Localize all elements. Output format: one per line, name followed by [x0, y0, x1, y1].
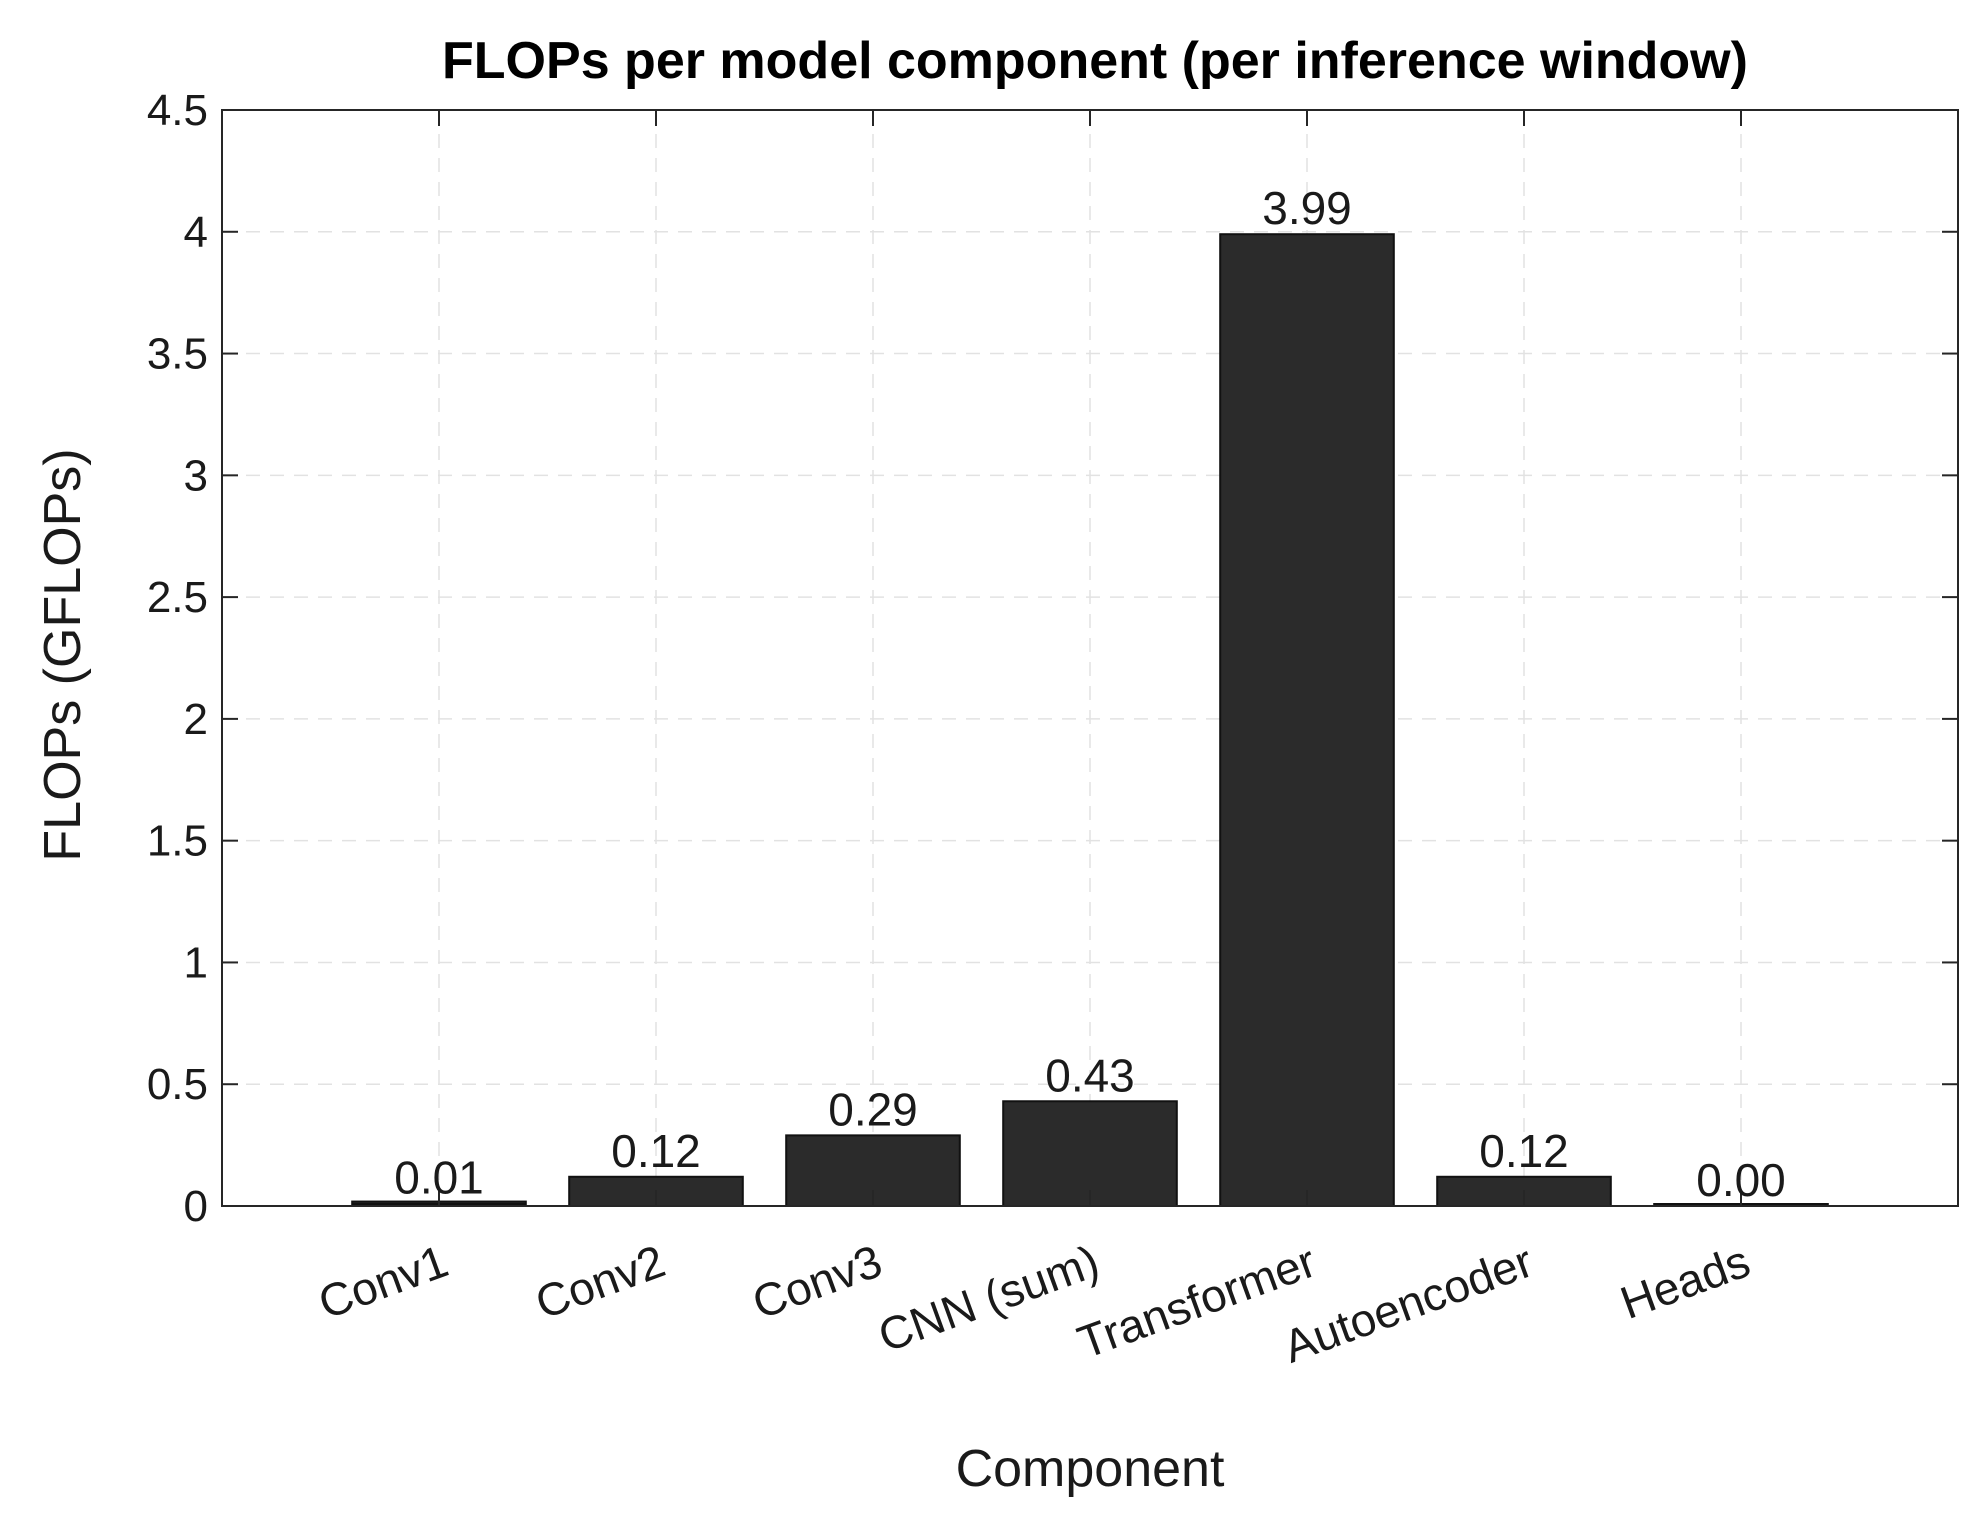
bar-cnn-sum — [1002, 1100, 1178, 1208]
grid — [222, 110, 1958, 1206]
y-tick-label: 3.5 — [147, 330, 208, 379]
y-tick-label: 2.5 — [147, 573, 208, 622]
y-tick-label: 3 — [184, 451, 208, 500]
y-axis-label: FLOPs (GFLOPs) — [34, 448, 92, 861]
y-tick-label: 4 — [184, 208, 208, 257]
y-tick-label: 1.5 — [147, 817, 208, 866]
data-label: 0.01 — [394, 1152, 484, 1204]
y-tick-labels: 0 0.5 1 1.5 2 2.5 3 3.5 4 4.5 — [147, 86, 208, 1231]
data-label: 0.12 — [611, 1125, 701, 1177]
chart-title: FLOPs per model component (per inference… — [442, 32, 1748, 90]
data-label: 0.43 — [1045, 1049, 1135, 1101]
y-tick-label: 1 — [184, 938, 208, 987]
x-tick-label: Conv3 — [746, 1235, 889, 1329]
y-tick-label: 4.5 — [147, 86, 208, 135]
x-tick-label: Heads — [1614, 1235, 1757, 1329]
y-tick-label: 2 — [184, 695, 208, 744]
x-tick-label: CNN (sum) — [872, 1235, 1106, 1363]
plot-area-border — [221, 109, 1959, 1207]
y-tick-label: 0.5 — [147, 1060, 208, 1109]
data-labels: 0.01 0.12 0.29 0.43 3.99 0.12 0.00 — [394, 182, 1786, 1206]
x-axis-label: Component — [956, 1440, 1225, 1498]
x-tick-label: Conv2 — [529, 1235, 672, 1329]
x-tick-label: Conv1 — [312, 1235, 455, 1329]
y-tick-label: 0 — [184, 1182, 208, 1231]
axis-ticks — [222, 109, 1958, 1207]
x-tick-label: Autoencoder — [1276, 1235, 1539, 1373]
data-label: 0.00 — [1696, 1154, 1786, 1206]
bar-transformer — [1219, 233, 1395, 1208]
data-label: 0.29 — [828, 1083, 918, 1135]
bars — [351, 233, 1829, 1208]
data-label: 3.99 — [1262, 182, 1352, 234]
data-label: 0.12 — [1479, 1125, 1569, 1177]
